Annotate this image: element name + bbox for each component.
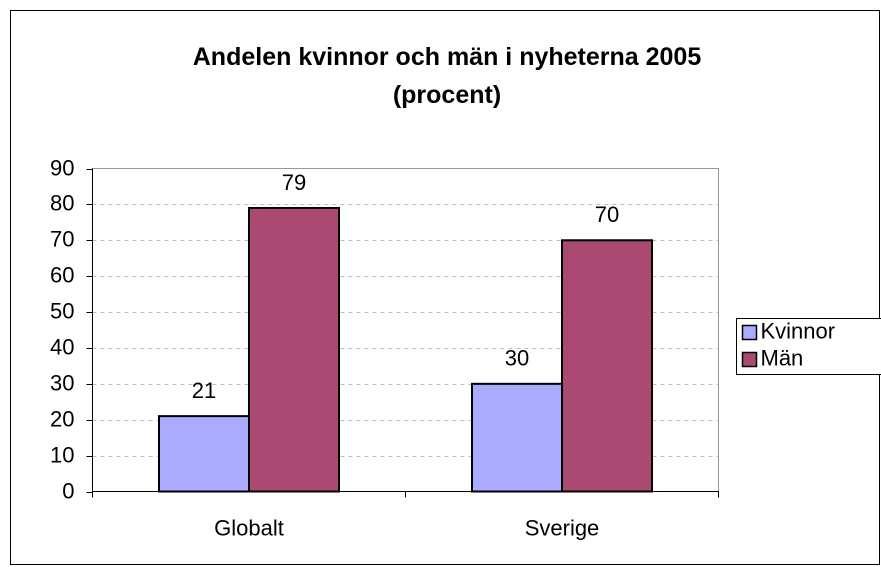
legend-box: [736, 318, 881, 375]
bar: [471, 382, 563, 493]
legend-swatch: [741, 324, 758, 341]
bar: [561, 239, 653, 493]
legend-label: Kvinnor: [761, 318, 836, 343]
bar: [158, 415, 250, 493]
y-tick-label: 90: [50, 155, 74, 180]
y-tick-label: 0: [62, 478, 74, 503]
data-label: 21: [192, 378, 216, 403]
y-tick-label: 50: [50, 298, 74, 323]
data-label: 70: [595, 202, 619, 227]
y-tick-label: 80: [50, 190, 74, 215]
data-label: 79: [282, 170, 306, 195]
y-tick-label: 70: [50, 226, 74, 251]
y-tick-label: 40: [50, 334, 74, 359]
x-tick-label: Globalt: [214, 515, 284, 540]
bar: [248, 206, 340, 493]
y-tick-label: 30: [50, 370, 74, 395]
legend-label: Män: [761, 345, 804, 370]
x-tick-label: Sverige: [525, 515, 600, 540]
y-tick-label: 60: [50, 262, 74, 287]
chart-title: Andelen kvinnor och män i nyheterna 2005…: [192, 43, 702, 109]
y-tick-label: 10: [50, 442, 74, 467]
legend-swatch: [741, 351, 758, 368]
y-tick-label: 20: [50, 406, 74, 431]
data-label: 30: [505, 346, 529, 371]
